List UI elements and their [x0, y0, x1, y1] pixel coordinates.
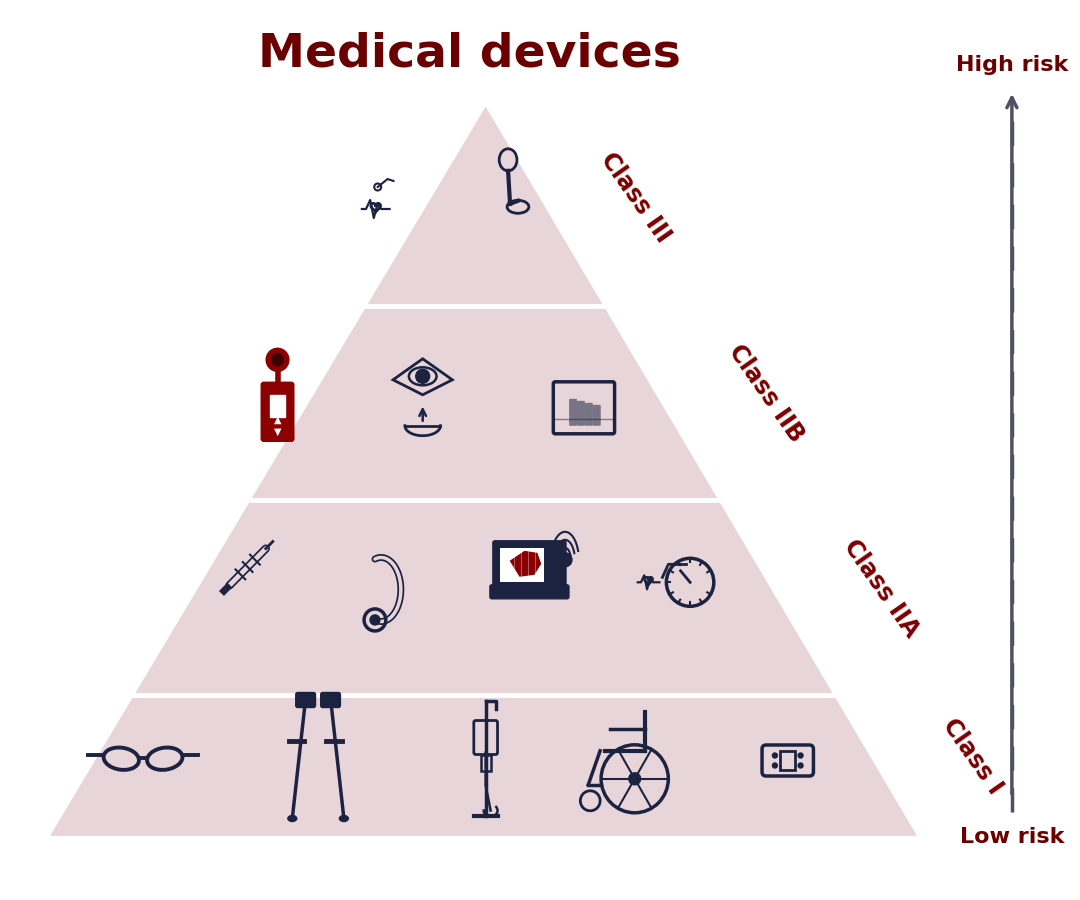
- Circle shape: [271, 354, 283, 365]
- FancyBboxPatch shape: [490, 585, 569, 598]
- Text: ▲
▼: ▲ ▼: [273, 415, 281, 436]
- Circle shape: [416, 369, 430, 383]
- Circle shape: [798, 753, 804, 758]
- FancyBboxPatch shape: [261, 382, 294, 441]
- FancyBboxPatch shape: [296, 692, 315, 707]
- Circle shape: [629, 773, 640, 785]
- Text: High risk: High risk: [956, 55, 1068, 75]
- Ellipse shape: [339, 815, 349, 822]
- Text: Class III: Class III: [595, 148, 675, 248]
- FancyBboxPatch shape: [569, 399, 577, 426]
- Polygon shape: [51, 108, 916, 835]
- Circle shape: [772, 763, 778, 768]
- Circle shape: [798, 763, 804, 768]
- Bar: [500, 548, 544, 581]
- Ellipse shape: [288, 815, 297, 822]
- Bar: [481, 754, 490, 770]
- Circle shape: [370, 615, 380, 625]
- Circle shape: [772, 753, 778, 758]
- Text: Medical devices: Medical devices: [258, 32, 681, 76]
- FancyBboxPatch shape: [321, 692, 340, 707]
- FancyBboxPatch shape: [593, 405, 600, 426]
- FancyBboxPatch shape: [492, 541, 566, 589]
- FancyBboxPatch shape: [585, 403, 593, 426]
- FancyBboxPatch shape: [577, 400, 585, 426]
- Text: Class IIA: Class IIA: [839, 535, 923, 642]
- Circle shape: [266, 348, 288, 372]
- Text: Low risk: Low risk: [960, 827, 1064, 847]
- Bar: [270, 395, 285, 417]
- Polygon shape: [510, 551, 541, 577]
- Text: Class I: Class I: [939, 714, 1008, 798]
- Text: Class IIB: Class IIB: [724, 340, 809, 447]
- Circle shape: [558, 553, 572, 567]
- Bar: [781, 751, 795, 770]
